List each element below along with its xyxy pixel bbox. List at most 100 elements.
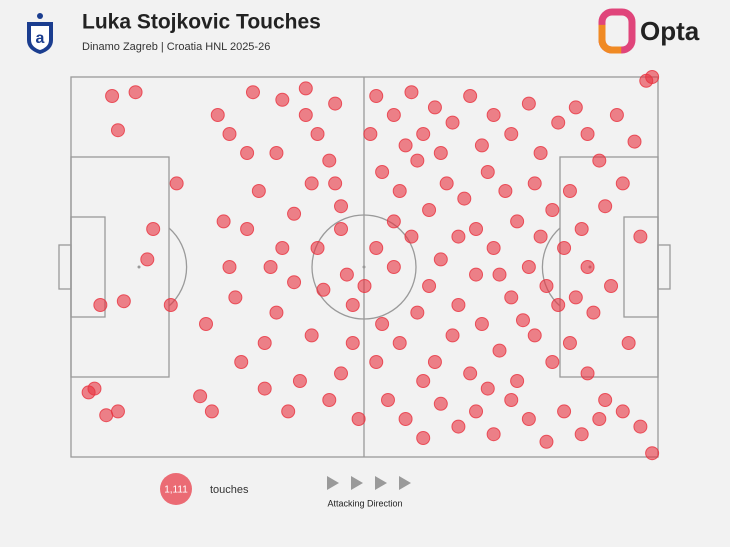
touch-dot (222, 260, 237, 274)
touch-dot (287, 206, 302, 221)
touch-dot (316, 282, 331, 297)
touch-dot (433, 396, 448, 411)
touch-dot (334, 366, 349, 381)
touch-dot (469, 267, 484, 282)
touch-dot (645, 446, 660, 461)
touch-dot (216, 214, 231, 229)
touch-dot (298, 81, 313, 96)
club-crest: a (27, 13, 53, 54)
touch-dot (257, 381, 272, 396)
touch-dot (445, 115, 460, 130)
chart-title: Luka Stojkovic Touches (82, 11, 321, 34)
touch-dot (105, 89, 120, 103)
touch-dot (615, 176, 630, 191)
touch-dot (627, 134, 642, 149)
touch-dot (404, 85, 419, 100)
touch-dot (422, 279, 437, 293)
touch-dot (545, 355, 560, 369)
touch-dot (404, 229, 419, 244)
touch-dot (645, 70, 660, 84)
touch-dot (433, 252, 448, 267)
touch-dot (586, 305, 601, 320)
touch-dot (398, 412, 413, 426)
touch-dot (251, 184, 266, 198)
touch-dot (193, 389, 208, 404)
touch-dot (99, 408, 114, 423)
touch-dot (474, 317, 489, 331)
touch-dot (328, 96, 343, 111)
touch-dot (486, 427, 501, 442)
touch-dot (386, 108, 401, 122)
touch-dot (433, 146, 448, 160)
touch-dot (345, 298, 360, 312)
touch-dot (427, 355, 442, 369)
touch-dot (574, 427, 589, 442)
touch-dot (568, 100, 583, 115)
touch-dot (521, 260, 536, 274)
touch-dot (298, 108, 313, 122)
touch-dot (562, 336, 577, 350)
touch-dot (275, 92, 290, 107)
touch-dot (240, 146, 255, 160)
touch-dot (504, 127, 519, 141)
touch-dot (410, 153, 425, 168)
chart-subtitle: Dinamo Zagreb | Croatia HNL 2025-26 (82, 41, 270, 53)
touch-dot (451, 298, 466, 312)
touch-dot (574, 222, 589, 236)
touch-dot (580, 366, 595, 381)
touch-dot (521, 412, 536, 426)
touch-dot (257, 336, 272, 350)
touch-dot (474, 138, 489, 153)
touch-dot (245, 85, 260, 100)
touch-dot (416, 127, 431, 141)
touch-dot (527, 176, 542, 191)
touch-dot (486, 108, 501, 122)
touch-dot (357, 279, 372, 293)
touch-dot (369, 355, 384, 369)
touch-dot (398, 138, 413, 153)
touch-dot (504, 290, 519, 305)
touch-dot (580, 127, 595, 141)
touch-dot (269, 305, 284, 320)
touch-dot (334, 222, 349, 236)
touch-dot (110, 123, 125, 138)
touch-dot (439, 176, 454, 191)
touch-dot (304, 176, 319, 191)
touch-dot (521, 96, 536, 111)
touch-dot (375, 165, 390, 179)
touch-dot (146, 222, 161, 236)
touch-dot (598, 199, 613, 214)
touch-dot (269, 146, 284, 160)
touch-dot (416, 431, 431, 445)
touch-dot (416, 374, 431, 388)
touch-dot (498, 184, 513, 198)
touch-dot (140, 252, 155, 267)
touch-dot (445, 328, 460, 343)
touch-dot (222, 127, 237, 141)
touch-dot (457, 191, 472, 206)
touch-dot (486, 241, 501, 255)
touch-dot (633, 419, 648, 434)
touch-dot (287, 275, 302, 290)
touch-dot (369, 241, 384, 255)
touch-dot (598, 393, 613, 407)
touch-dot (604, 279, 619, 293)
touch-dot (615, 404, 630, 419)
touch-dot (310, 241, 325, 255)
touch-dot (392, 336, 407, 350)
touch-dot (492, 267, 507, 282)
touch-dot (204, 404, 219, 419)
touch-dot (515, 313, 530, 328)
direction-label: Attacking Direction (327, 498, 402, 508)
touch-dot (345, 336, 360, 350)
touch-dot (386, 260, 401, 274)
touch-dot (380, 393, 395, 407)
touch-dot (169, 176, 184, 191)
touches (81, 70, 660, 461)
touch-dot (263, 260, 278, 274)
touch-dot (228, 290, 243, 305)
touch-dot (551, 298, 566, 312)
direction-arrows (327, 476, 411, 490)
